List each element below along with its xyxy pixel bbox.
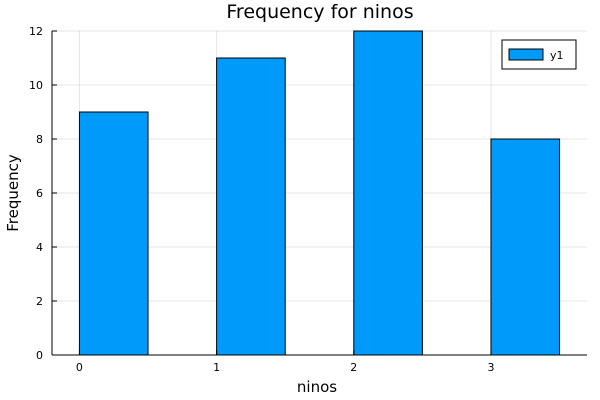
x-axis-ticks: 0 1 2 3 bbox=[76, 350, 494, 374]
bar-2 bbox=[353, 30, 423, 356]
y-tick-label-4: 8 bbox=[36, 133, 43, 146]
y-axis-ticks: 0 2 4 6 8 10 12 bbox=[29, 25, 57, 362]
x-tick-label-3: 3 bbox=[487, 361, 494, 374]
x-tick-label-1: 1 bbox=[213, 361, 220, 374]
y-tick-label-6: 12 bbox=[29, 25, 43, 38]
x-tick-label-2: 2 bbox=[350, 361, 357, 374]
y-axis-label: Frequency bbox=[4, 154, 22, 232]
legend-label-y1: y1 bbox=[550, 49, 564, 62]
bars bbox=[78, 30, 561, 356]
y-tick-label-1: 2 bbox=[36, 295, 43, 308]
legend-swatch-y1 bbox=[508, 48, 544, 61]
y-tick-label-0: 0 bbox=[36, 349, 43, 362]
y-tick-label-3: 6 bbox=[36, 187, 43, 200]
y-tick-label-5: 10 bbox=[29, 79, 43, 92]
x-tick-label-0: 0 bbox=[76, 361, 83, 374]
bar-3 bbox=[490, 138, 561, 356]
chart-title: Frequency for ninos bbox=[226, 1, 413, 23]
bar-0 bbox=[78, 111, 149, 356]
bar-1 bbox=[216, 57, 286, 356]
y-tick-label-2: 4 bbox=[36, 241, 43, 254]
x-axis-label: ninos bbox=[297, 378, 337, 396]
legend: y1 bbox=[501, 39, 577, 70]
